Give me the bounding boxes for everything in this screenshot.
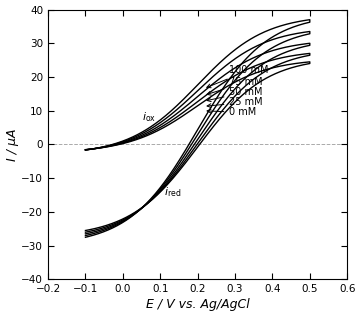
Text: i$_\mathrm{ox}$: i$_\mathrm{ox}$ — [142, 111, 156, 124]
Text: 0 mM: 0 mM — [207, 107, 257, 117]
Text: i$_\mathrm{red}$: i$_\mathrm{red}$ — [164, 185, 182, 199]
Text: 25 mM: 25 mM — [207, 97, 263, 107]
Text: 75 mM: 75 mM — [207, 77, 263, 95]
Text: 100 mM: 100 mM — [207, 65, 269, 88]
Y-axis label: I / μA: I / μA — [5, 128, 18, 161]
Text: 50 mM: 50 mM — [207, 87, 263, 102]
X-axis label: E / V vs. Ag/AgCl: E / V vs. Ag/AgCl — [146, 298, 249, 311]
